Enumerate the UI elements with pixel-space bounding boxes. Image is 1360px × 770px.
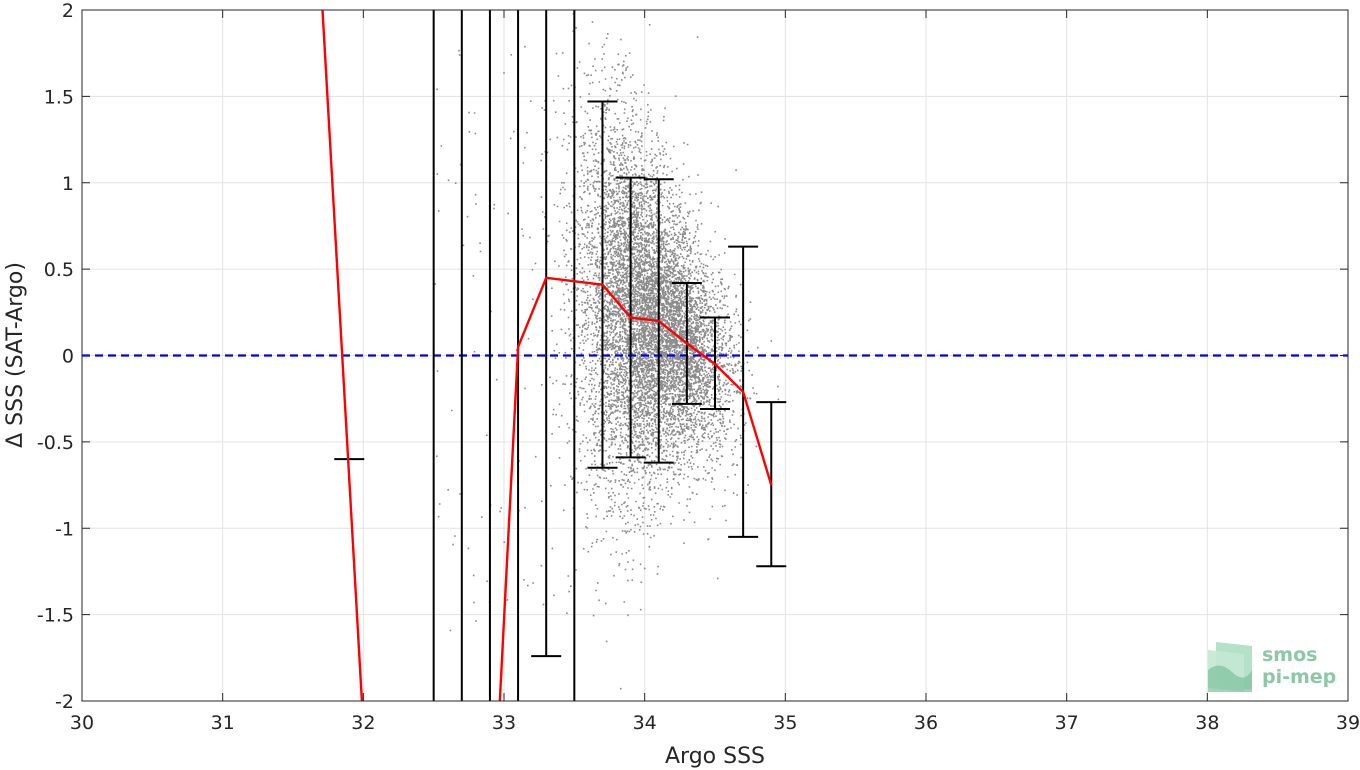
y-axis-label: Δ SSS (SAT-Argo)	[3, 262, 28, 448]
x-tick-label: 38	[1195, 712, 1219, 734]
y-tick-label: -1.5	[37, 605, 74, 627]
y-tick-label: 0	[62, 346, 74, 368]
x-tick-label: 30	[70, 712, 94, 734]
y-axis-ticks: 2 1.5 1 0.5 0 -0.5 -1 -1.5 -2	[37, 0, 1348, 713]
scatter-cloud	[434, 12, 780, 690]
x-tick-label: 34	[633, 712, 657, 734]
error-bars	[334, 10, 787, 701]
y-tick-label: 1	[62, 173, 74, 195]
x-tick-label: 32	[351, 712, 375, 734]
x-tick-label: 33	[492, 712, 516, 734]
smos-pi-mep-logo: smos pi-mep	[1208, 642, 1336, 692]
x-tick-label: 39	[1336, 712, 1360, 734]
x-tick-label: 35	[773, 712, 797, 734]
mean-line-segment	[498, 276, 773, 701]
logo-text-pimep: pi-mep	[1262, 666, 1336, 688]
error-bar	[531, 10, 562, 658]
y-tick-label: 0.5	[44, 259, 74, 281]
x-tick-label: 36	[914, 712, 938, 734]
y-tick-label: -0.5	[37, 432, 74, 454]
x-axis-label: Argo SSS	[665, 744, 765, 769]
mean-line	[321, 10, 773, 701]
mean-line-segment	[321, 10, 364, 701]
y-tick-label: 2	[62, 0, 74, 22]
logo-text-smos: smos	[1262, 644, 1317, 666]
x-axis-ticks: 30 31 32 33 34 35 36 37 38 39	[70, 10, 1360, 734]
x-tick-label: 31	[211, 712, 235, 734]
scatter-points	[434, 12, 780, 690]
y-tick-label: 1.5	[44, 86, 74, 108]
y-tick-label: -2	[55, 691, 74, 713]
x-tick-label: 37	[1055, 712, 1079, 734]
y-tick-label: -1	[55, 518, 74, 540]
